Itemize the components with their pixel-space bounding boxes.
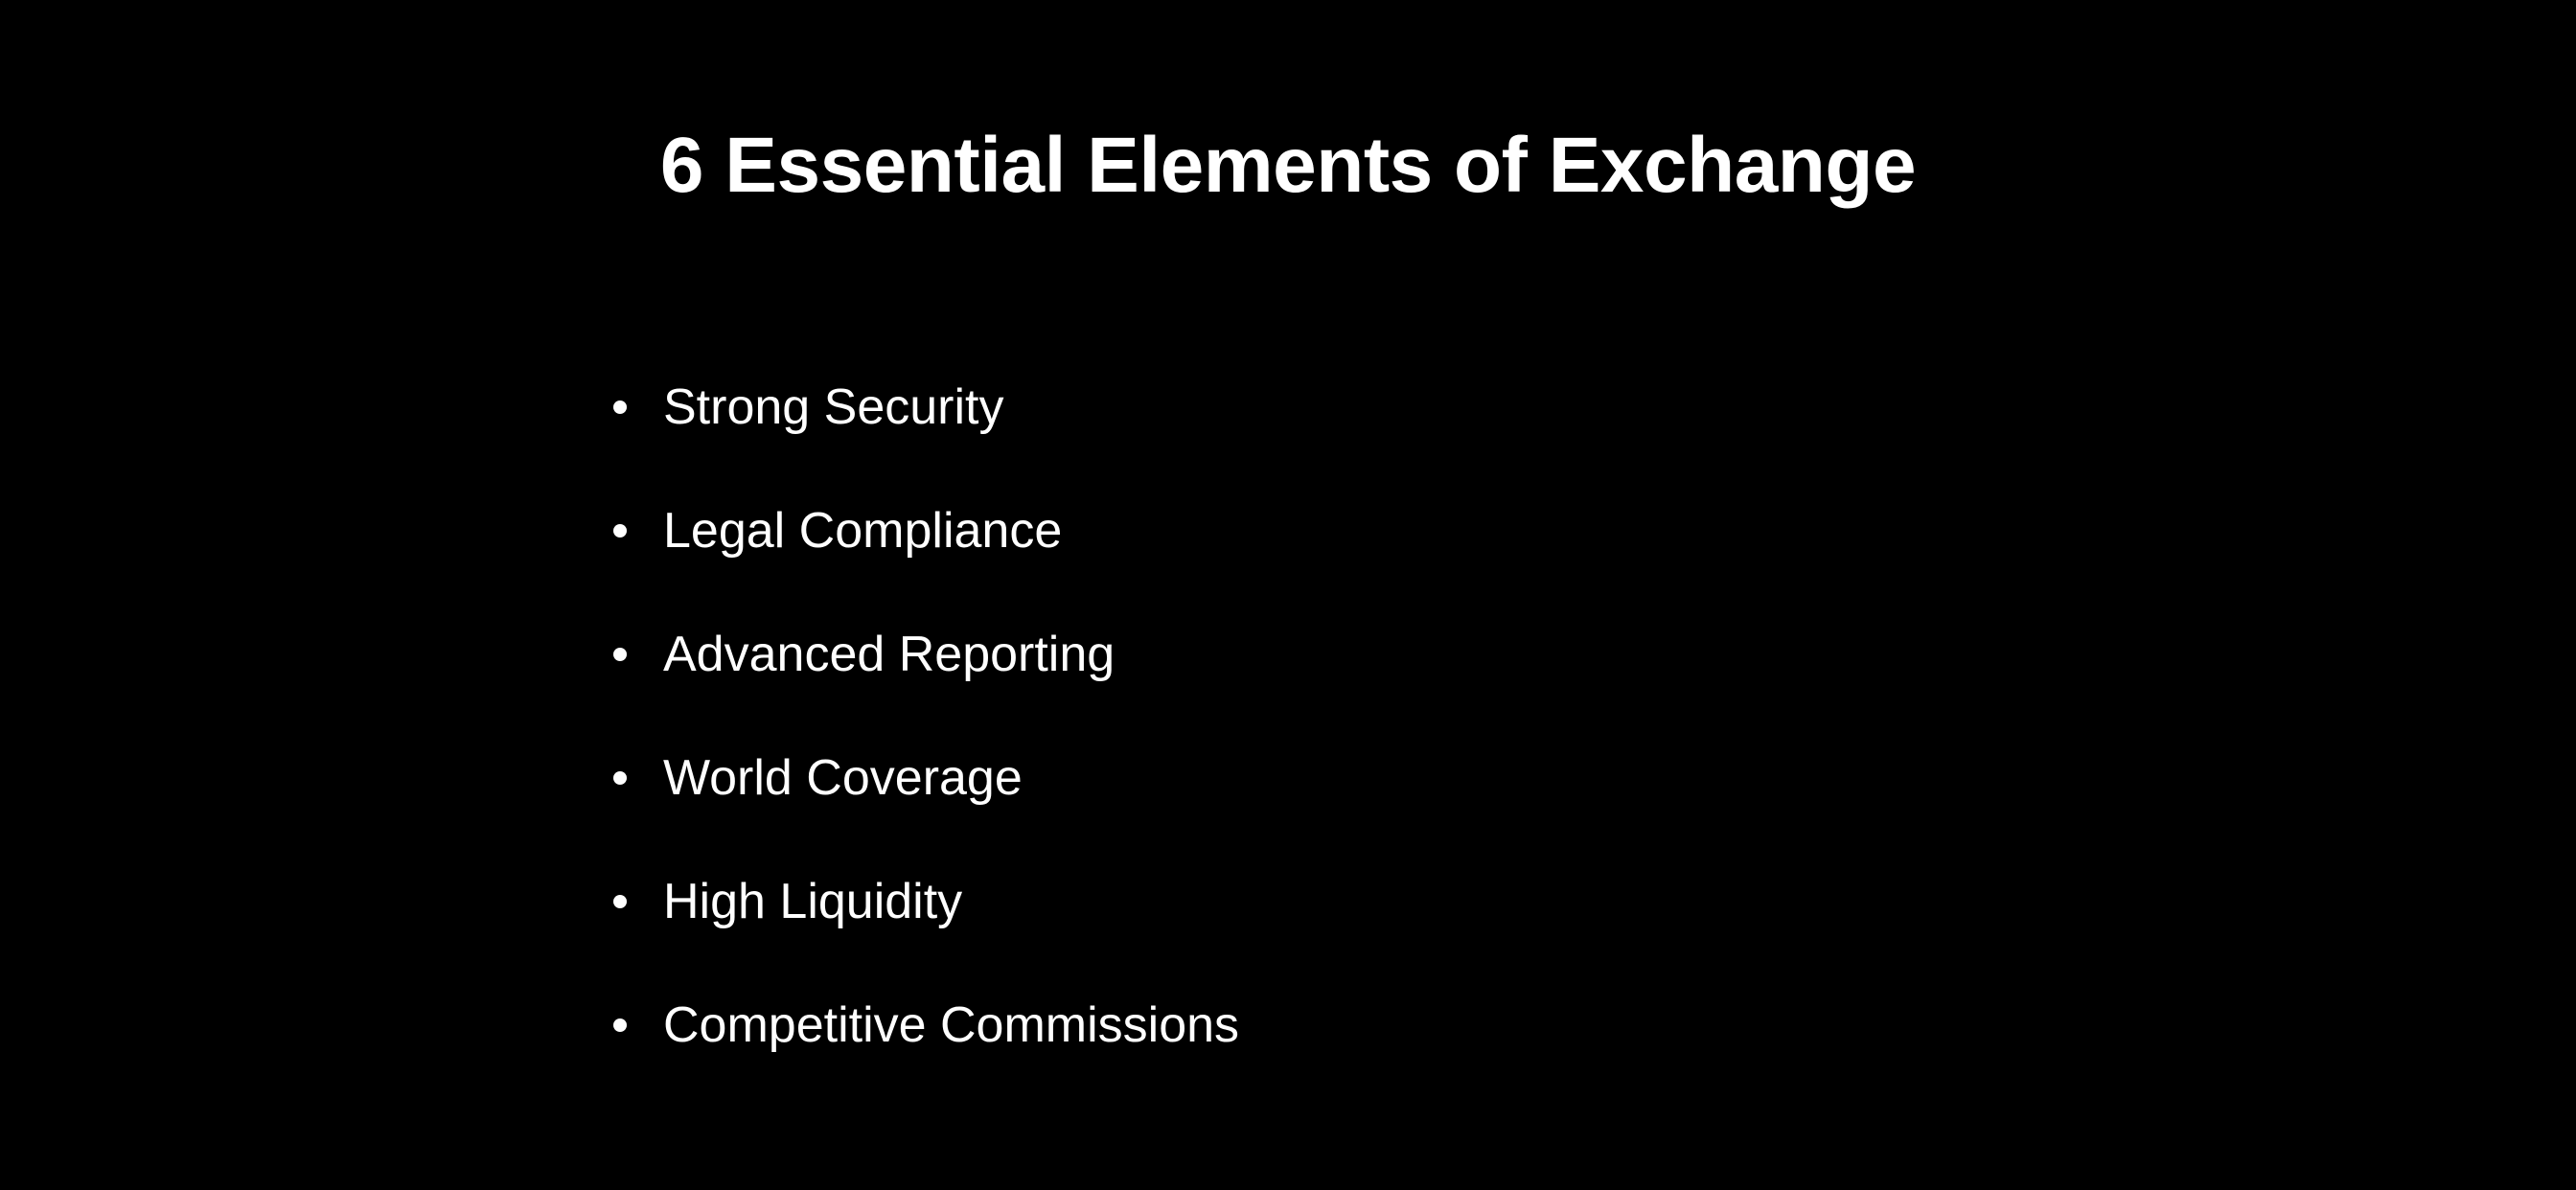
- bullet-label: Advanced Reporting: [663, 626, 1116, 682]
- bullet-label: Legal Compliance: [663, 502, 1063, 559]
- bullet-label: High Liquidity: [663, 873, 963, 929]
- bullet-icon: [613, 770, 627, 785]
- bullet-label: Strong Security: [663, 378, 1004, 435]
- bullet-icon: [613, 523, 627, 538]
- bullet-icon: [613, 400, 627, 414]
- bullet-icon: [613, 894, 627, 908]
- bullet-item-advanced-reporting: Advanced Reporting: [613, 592, 1239, 716]
- bullet-icon: [613, 647, 627, 661]
- bullet-item-strong-security: Strong Security: [613, 345, 1239, 469]
- bullet-icon: [613, 1018, 627, 1032]
- slide-title: 6 Essential Elements of Exchange: [659, 122, 1917, 209]
- bullet-item-high-liquidity: High Liquidity: [613, 839, 1239, 963]
- bullet-item-competitive-commissions: Competitive Commissions: [613, 963, 1239, 1087]
- bullet-item-legal-compliance: Legal Compliance: [613, 469, 1239, 592]
- bullet-label: World Coverage: [663, 749, 1023, 806]
- bullet-item-world-coverage: World Coverage: [613, 716, 1239, 839]
- bullet-label: Competitive Commissions: [663, 996, 1240, 1053]
- bullet-list: Strong Security Legal Compliance Advance…: [613, 345, 1239, 1087]
